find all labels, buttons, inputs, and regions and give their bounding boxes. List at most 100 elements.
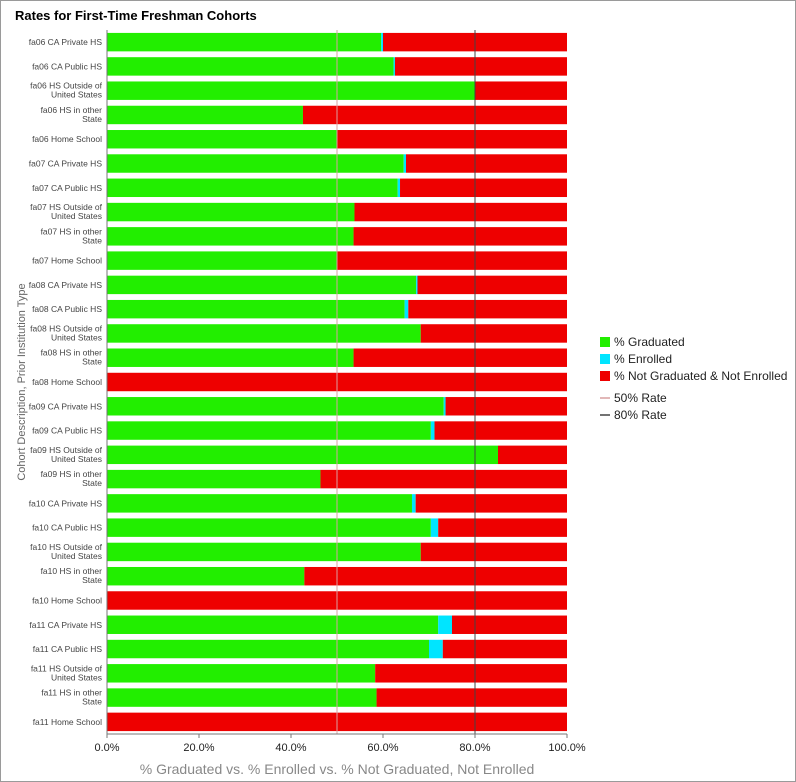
bar-segment-graduated [107,178,398,198]
bar-segment-enrolled [411,494,416,513]
bar-segment-graduated [107,445,498,465]
bar-segment-enrolled [429,639,443,659]
bar-segment-graduated [107,130,337,149]
bar-segment-graduated [107,227,354,246]
bar-segment-not-graduated [475,81,567,100]
category-label: fa08 HS Outside of [30,323,102,333]
legend-label: 80% Rate [614,408,667,422]
category-label: fa10 HS Outside of [30,542,102,552]
bar-segment-not-graduated [442,639,567,659]
bar-segment-enrolled [404,299,409,319]
category-label: fa08 HS in other [41,348,103,358]
legend-label: 50% Rate [614,391,667,405]
bar-segment-graduated [107,542,421,562]
category-label: United States [51,454,102,464]
bar-segment-graduated [107,299,405,319]
category-label: fa11 CA Public HS [33,644,103,654]
bar-segment-graduated [107,105,303,125]
category-label: State [82,478,102,488]
bar-segment-enrolled [443,397,446,416]
bar-segment-not-graduated [302,105,567,125]
category-label: fa06 CA Private HS [29,37,103,47]
category-label: United States [51,551,102,561]
bar-segment-enrolled [430,518,439,537]
bar-segment-enrolled [403,154,406,173]
legend-swatch [600,354,610,364]
category-label: fa09 CA Private HS [29,401,103,411]
bar-segment-not-graduated [394,57,567,76]
category-label: fa06 HS in other [41,105,103,115]
bar-segment-not-graduated [353,227,567,246]
bar-segment-not-graduated [304,566,567,586]
bar-segment-graduated [107,251,337,270]
bar-segment-not-graduated [420,542,567,562]
bar-segment-not-graduated [337,251,567,270]
bar-segment-not-graduated [438,518,567,537]
category-label: fa10 HS in other [41,566,103,576]
category-label: fa11 HS Outside of [31,663,103,673]
category-label: United States [51,672,102,682]
category-label: State [82,235,102,245]
bar-segment-graduated [107,324,421,343]
bar-segment-graduated [107,32,382,52]
category-label: fa10 Home School [32,595,102,605]
legend-label: % Graduated [614,335,685,349]
category-label: State [82,114,102,124]
category-label: United States [51,90,102,100]
bar-segment-graduated [107,202,355,222]
category-label: fa08 Home School [32,377,102,387]
bar-segment-not-graduated [445,397,567,416]
category-label: fa11 HS in other [41,688,102,698]
category-label: fa09 HS Outside of [30,445,102,455]
category-label: fa09 CA Public HS [32,426,102,436]
category-label: fa07 CA Private HS [29,159,103,169]
x-tick-label: 0.0% [94,742,119,754]
bar-segment-graduated [107,688,377,707]
category-label: State [82,357,102,367]
bar-segment-graduated [107,494,412,513]
x-axis-title: % Graduated vs. % Enrolled vs. % Not Gra… [140,761,535,777]
bar-segment-not-graduated [400,178,567,198]
category-label: fa08 CA Private HS [29,280,103,290]
x-tick-label: 80.0% [459,742,490,754]
chart-title: Rates for First-Time Freshman Cohorts [15,8,257,23]
bar-segment-not-graduated [420,324,567,343]
category-label: fa07 HS in other [41,226,103,236]
category-label: fa11 CA Private HS [29,620,102,630]
bar-segment-graduated [107,397,444,416]
bar-segment-not-graduated [452,615,567,634]
category-label: State [82,697,102,707]
x-tick-label: 40.0% [275,742,306,754]
bar-segment-graduated [107,348,354,367]
bar-segment-graduated [107,57,394,76]
category-label: fa06 CA Public HS [32,61,102,71]
bar-segment-not-graduated [375,664,567,683]
x-tick-label: 60.0% [367,742,398,754]
bar-segment-not-graduated [337,130,567,149]
bar-segment-enrolled [381,32,383,52]
bar-segment-graduated [107,566,305,586]
bar-segment-enrolled [430,421,435,440]
category-label: fa09 HS in other [41,469,103,479]
bar-segment-graduated [107,664,376,683]
bar-segment-not-graduated [320,469,567,489]
bar-segment-not-graduated [406,154,567,173]
category-label: United States [51,332,102,342]
bar-segment-not-graduated [376,688,567,707]
category-label: fa06 HS Outside of [30,81,102,91]
category-label: fa07 Home School [32,256,102,266]
bar-segment-graduated [107,518,431,537]
bar-segment-graduated [107,154,404,173]
x-tick-label: 20.0% [183,742,214,754]
category-label: fa07 HS Outside of [30,202,102,212]
bar-segment-graduated [107,81,475,100]
legend-swatch [600,337,610,347]
bar-segment-not-graduated [498,445,567,465]
category-label: fa07 CA Public HS [32,183,102,193]
category-label: fa10 CA Private HS [29,498,103,508]
bar-segment-graduated [107,615,439,634]
bar-segment-enrolled [397,178,401,198]
y-axis-title: Cohort Description, Prior Institution Ty… [16,283,28,480]
legend-label: % Enrolled [614,352,672,366]
